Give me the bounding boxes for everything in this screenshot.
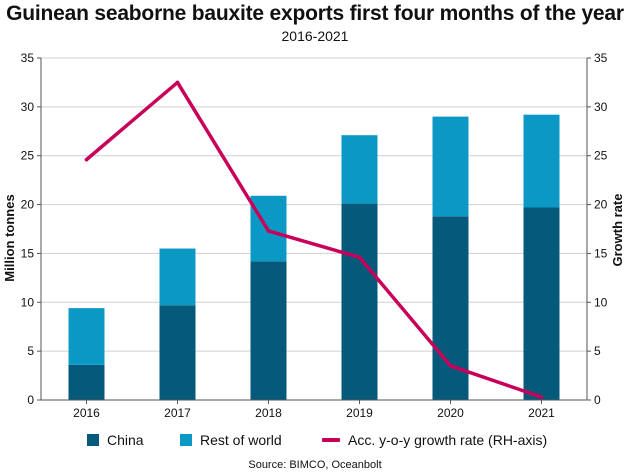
bar-rest-of-world-2020: [432, 116, 469, 217]
bars: [68, 114, 560, 400]
y2-tick-label: 35: [594, 51, 608, 65]
y2-axis-label: Growth rate: [610, 194, 625, 267]
legend-item-rest-of-world: Rest of world: [180, 432, 282, 448]
chart-subtitle: 2016-2021: [281, 28, 349, 44]
y-tick-label: 0: [27, 393, 34, 407]
growth-rate-point-2016: [84, 157, 89, 162]
bar-rest-of-world-2016: [68, 308, 105, 365]
y2-tick-label: 0: [594, 393, 601, 407]
bar-china-2020: [432, 216, 469, 400]
legend-swatch-growth-rate: [322, 438, 340, 442]
y2-tick-label: 15: [594, 246, 608, 260]
x-tick-label: 2019: [346, 406, 373, 420]
y2-tick-label: 10: [594, 295, 608, 309]
y-tick-label: 35: [21, 51, 35, 65]
chart-title: Guinean seaborne bauxite exports first f…: [6, 2, 624, 25]
y-tick-label: 20: [21, 198, 35, 212]
y-tick-label: 15: [21, 246, 35, 260]
chart-plot: 0 5 10 15 20 25 30 35 0 5 10 15 20 25 30 35 2016 2017 2018…: [2, 51, 625, 420]
bar-rest-of-world-2017: [159, 248, 196, 306]
y2-tick-label: 25: [594, 149, 608, 163]
legend: China Rest of world Acc. y-o-y growth ra…: [0, 432, 630, 452]
growth-rate-point-2019: [357, 255, 362, 260]
legend-swatch-rest-of-world: [180, 434, 192, 446]
x-tick-label: 2017: [164, 406, 191, 420]
axes: 0 5 10 15 20 25 30 35 0 5 10 15 20 25 30 35 2016 2017 2018…: [21, 51, 608, 420]
legend-label-growth-rate: Acc. y-o-y growth rate (RH-axis): [348, 432, 548, 448]
bar-china-2019: [341, 203, 378, 400]
y2-tick-label: 30: [594, 100, 608, 114]
bar-china-2016: [68, 364, 105, 400]
bar-rest-of-world-2019: [341, 135, 378, 204]
y-tick-label: 30: [21, 100, 35, 114]
growth-rate-point-2018: [266, 229, 271, 233]
growth-rate-point-2020: [448, 364, 453, 368]
y-tick-label: 10: [21, 295, 35, 309]
bar-china-2021: [523, 207, 560, 400]
y-tick-label: 25: [21, 149, 35, 163]
x-tick-label: 2021: [528, 406, 555, 420]
growth-line: [84, 80, 544, 399]
x-tick-label: 2018: [255, 406, 282, 420]
gridlines: [41, 57, 587, 352]
bar-rest-of-world-2021: [523, 114, 560, 208]
bar-china-2017: [159, 305, 196, 400]
bar-china-2018: [250, 261, 287, 400]
x-tick-label: 2016: [73, 406, 100, 420]
y2-tick-label: 5: [594, 344, 601, 358]
y-tick-label: 5: [27, 344, 34, 358]
legend-label-china: China: [107, 432, 144, 448]
legend-item-growth-rate: Acc. y-o-y growth rate (RH-axis): [322, 432, 547, 448]
growth-rate-point-2021: [539, 395, 544, 399]
y2-tick-label: 20: [594, 198, 608, 212]
y-axis-label: Million tonnes: [2, 194, 17, 281]
growth-rate-line: [84, 80, 544, 399]
legend-label-rest-of-world: Rest of world: [200, 432, 282, 448]
source-note: Source: BIMCO, Oceanbolt: [248, 459, 382, 471]
legend-swatch-china: [87, 434, 99, 446]
growth-rate-point-2017: [175, 80, 180, 85]
x-tick-label: 2020: [437, 406, 464, 420]
legend-item-china: China: [87, 432, 144, 448]
